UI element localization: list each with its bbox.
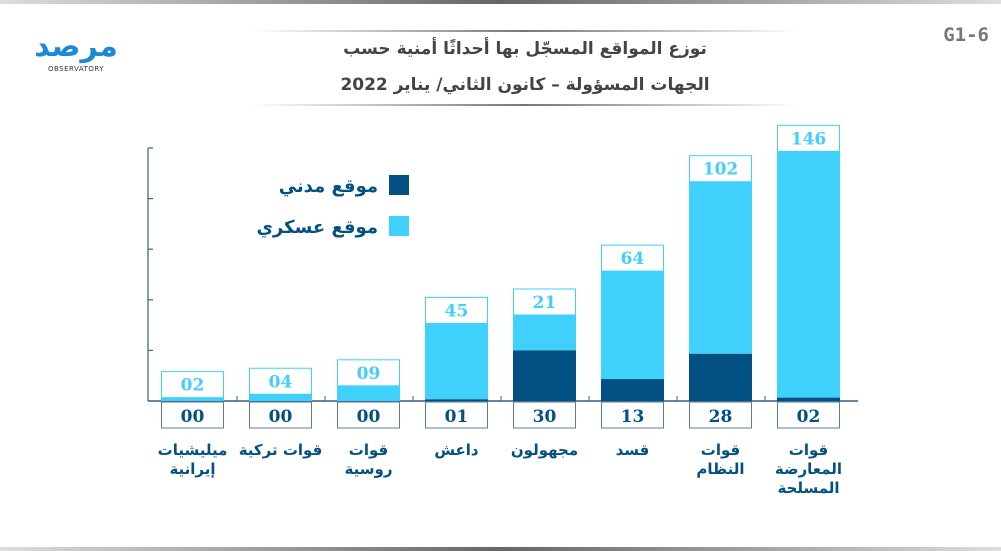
bar-civil — [513, 350, 576, 401]
category-label-line: قوات — [700, 441, 741, 459]
category-label: قوات النظام — [678, 441, 764, 479]
legend-label-military: موقع عسكري — [256, 217, 378, 238]
bar-civil — [601, 379, 664, 401]
military-value-label: 146 — [791, 129, 827, 149]
legend-label-civil: موقع مدني — [279, 176, 378, 197]
title-rule-top — [250, 30, 800, 32]
category-label-line: قوات تركية — [238, 441, 323, 459]
category-label: مجهولون — [502, 441, 588, 460]
category-label: داعش — [414, 441, 500, 460]
category-label: قسد — [590, 441, 676, 460]
chart-code: G1-6 — [943, 24, 989, 46]
civil-value-label: 00 — [269, 407, 293, 427]
military-value-label: 21 — [533, 293, 557, 313]
bar-military — [601, 271, 664, 380]
military-label-box — [601, 244, 664, 272]
civil-label-box — [601, 401, 664, 429]
category-label-line: قوات روسية — [344, 441, 393, 478]
civil-value-label: 28 — [709, 407, 733, 427]
logo-subtext: OBSERVATORY — [47, 65, 105, 73]
category-label-line: ميليشيات — [157, 441, 228, 459]
civil-value-label: 00 — [357, 407, 381, 427]
military-label-box — [161, 371, 224, 399]
category-label-line: المسلحة — [777, 479, 840, 497]
legend-swatch-military — [389, 216, 409, 236]
civil-label-box — [249, 401, 312, 429]
bar-military — [161, 397, 224, 401]
chart-title-line1: توزع المواقع المسجّل بها أحداثًا أمنية ح… — [343, 39, 707, 59]
military-label-box — [777, 124, 840, 152]
civil-label-box — [337, 401, 400, 429]
civil-value-label: 00 — [181, 407, 205, 427]
civil-value-label: 01 — [445, 407, 469, 427]
category-label: قوات تركية — [238, 441, 324, 460]
bar-civil — [689, 353, 752, 401]
bar-civil — [777, 397, 840, 401]
title-rule-bottom — [250, 104, 800, 106]
military-label-box — [425, 296, 488, 324]
category-label-line: قسد — [615, 441, 650, 459]
legend-swatch-civil — [389, 175, 409, 195]
chart-title-line2: الجهات المسؤولة – كانون الثاني/ يناير 20… — [340, 75, 710, 95]
bar-civil — [425, 399, 488, 401]
category-label: ميليشيات إيرانية — [150, 441, 236, 479]
military-value-label: 02 — [181, 376, 205, 396]
bar-military — [777, 151, 840, 398]
civil-value-label: 30 — [533, 407, 557, 427]
civil-value-label: 02 — [797, 407, 821, 427]
military-value-label: 64 — [621, 249, 645, 269]
civil-label-box — [425, 401, 488, 429]
military-value-label: 09 — [357, 364, 381, 384]
bar-military — [249, 394, 312, 401]
military-label-box — [513, 288, 576, 316]
category-label-line: مجهولون — [510, 441, 579, 459]
military-value-label: 04 — [269, 372, 293, 392]
bar-military — [425, 323, 488, 400]
bottom-border — [0, 547, 1001, 551]
military-label-box — [689, 155, 752, 183]
bar-military — [513, 314, 576, 351]
category-label-line: المعارضة — [774, 460, 843, 478]
logo-text: مرصد — [34, 29, 118, 64]
category-label: قوات روسية — [326, 441, 412, 479]
category-label: قوات المعارضة المسلحة — [766, 441, 852, 498]
military-value-label: 102 — [703, 160, 739, 180]
civil-value-label: 13 — [621, 407, 645, 427]
top-border — [0, 0, 1001, 4]
civil-label-box — [689, 401, 752, 429]
category-label-line: إيرانية — [169, 460, 216, 478]
observatory-logo: مرصد OBSERVATORY — [28, 30, 124, 80]
civil-label-box — [161, 401, 224, 429]
civil-label-box — [777, 401, 840, 429]
category-label-line: داعش — [434, 441, 479, 459]
category-label-line: قوات — [788, 441, 829, 459]
category-label-line: النظام — [696, 460, 745, 478]
military-label-box — [337, 359, 400, 387]
civil-label-box — [513, 401, 576, 429]
military-label-box — [249, 367, 312, 395]
bar-military — [337, 385, 400, 401]
bar-military — [689, 181, 752, 354]
military-value-label: 45 — [445, 301, 469, 321]
